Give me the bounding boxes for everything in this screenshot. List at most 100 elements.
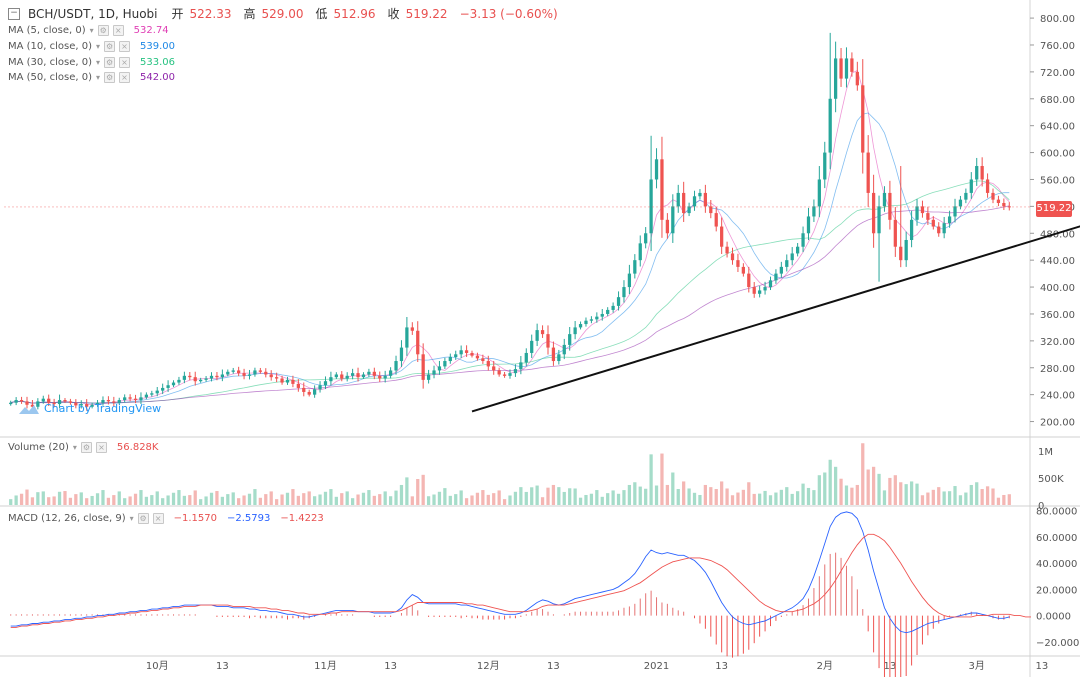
candle-body <box>551 347 556 362</box>
chevron-down-icon[interactable]: ▾ <box>129 514 134 523</box>
volume-legend[interactable]: Volume (20) ▾ ⚙ × 56.828K <box>8 442 158 453</box>
volume-bar <box>920 495 925 505</box>
gear-icon[interactable]: ⚙ <box>104 72 116 83</box>
chevron-down-icon[interactable]: ▾ <box>96 58 101 67</box>
candle <box>1002 198 1006 211</box>
candle <box>492 360 496 375</box>
ma50-legend[interactable]: MA (50, close, 0) ▾ ⚙ × 542.00 <box>8 72 175 83</box>
ma30-label: MA (30, close, 0) <box>8 57 93 68</box>
volume-bar <box>443 488 447 505</box>
x-tick-label: 13 <box>1035 661 1048 672</box>
candle-body <box>323 381 328 386</box>
volume-bar <box>519 487 523 505</box>
candle-body <box>454 354 458 357</box>
candle-body <box>307 391 311 395</box>
macd-tick-label: 20.0000 <box>1036 585 1077 596</box>
candle <box>421 343 425 389</box>
candle-body <box>47 398 51 403</box>
candle-body <box>747 273 751 288</box>
candle-body <box>394 361 398 371</box>
candle-body <box>258 370 262 372</box>
candle <box>231 367 235 374</box>
price-tick-label: 560.00 <box>1040 175 1075 186</box>
close-icon[interactable]: × <box>119 57 131 68</box>
macd-legend[interactable]: MACD (12, 26, close, 9) ▾ ⚙ × −1.1570 −2.5… <box>8 513 324 524</box>
close-icon[interactable]: × <box>152 513 164 524</box>
candle <box>36 398 40 410</box>
volume-bar <box>296 495 300 505</box>
candle <box>405 316 409 356</box>
candle <box>367 368 371 377</box>
candle <box>638 235 642 267</box>
candle-body <box>199 379 203 382</box>
gear-icon[interactable]: ⚙ <box>97 25 109 36</box>
volume-bar <box>36 492 40 505</box>
volume-bar <box>530 487 534 505</box>
gear-icon[interactable]: ⚙ <box>80 442 92 453</box>
close-icon[interactable]: × <box>112 25 124 36</box>
chevron-down-icon[interactable]: ▾ <box>72 443 77 452</box>
volume-bar <box>150 495 154 505</box>
ma30-legend[interactable]: MA (30, close, 0) ▾ ⚙ × 533.06 <box>8 57 175 68</box>
candle <box>964 188 968 204</box>
candle <box>909 210 914 248</box>
candle-body <box>361 374 366 378</box>
candle <box>855 61 859 91</box>
candle-body <box>432 370 436 375</box>
candle <box>242 368 246 380</box>
candle-body <box>806 216 811 234</box>
candle <box>893 207 897 257</box>
volume-bar <box>231 492 235 505</box>
volume-bar <box>209 492 214 505</box>
ma5-label: MA (5, close, 0) <box>8 25 86 36</box>
collapse-icon[interactable]: − <box>8 7 20 20</box>
candle-body <box>812 206 816 217</box>
candle <box>752 282 756 298</box>
tradingview-watermark[interactable]: Chart by TradingView <box>18 402 161 415</box>
chevron-down-icon[interactable]: ▾ <box>96 42 101 51</box>
volume-bar <box>796 491 800 505</box>
macd-tick-label: −20.0000 <box>1036 638 1080 649</box>
volume-bar <box>790 493 794 505</box>
close-value: 519.22 <box>405 6 448 21</box>
candle <box>687 202 691 217</box>
candle-body <box>275 377 279 379</box>
candle-body <box>85 404 89 407</box>
candle-body <box>644 233 648 244</box>
candle <box>779 261 783 278</box>
volume-bar <box>19 493 24 505</box>
candle <box>796 243 800 257</box>
volume-tick-label: 1M <box>1038 447 1053 458</box>
ma5-legend[interactable]: MA (5, close, 0) ▾ ⚙ × 532.74 <box>8 25 169 36</box>
candle-body <box>823 152 827 180</box>
price-tick-label: 640.00 <box>1040 122 1075 133</box>
chevron-down-icon[interactable]: ▾ <box>89 26 94 35</box>
volume-bar <box>410 496 414 505</box>
candle <box>112 396 116 407</box>
candle-body <box>600 313 604 317</box>
gear-icon[interactable]: ⚙ <box>137 513 149 524</box>
chevron-down-icon[interactable]: ▾ <box>96 73 101 82</box>
close-icon[interactable]: × <box>119 41 131 52</box>
candle-body <box>14 400 18 403</box>
candle-body <box>106 400 111 402</box>
low-label: 低 <box>315 7 328 21</box>
volume-bar <box>340 493 344 505</box>
candle-body <box>785 260 789 267</box>
volume-bar <box>861 443 865 505</box>
candle <box>101 396 105 406</box>
gear-icon[interactable]: ⚙ <box>104 41 116 52</box>
volume-bar <box>682 481 686 505</box>
candle <box>866 135 870 207</box>
candle-body <box>19 400 24 402</box>
close-icon[interactable]: × <box>95 442 107 453</box>
candle <box>106 396 111 405</box>
gear-icon[interactable]: ⚙ <box>104 57 116 68</box>
volume-bar <box>611 490 615 505</box>
ma10-legend[interactable]: MA (10, close, 0) ▾ ⚙ × 539.00 <box>8 41 175 52</box>
candle-body <box>801 233 805 247</box>
volume-bar <box>616 493 621 505</box>
close-icon[interactable]: × <box>119 72 131 83</box>
candle-body <box>871 192 876 234</box>
volume-bar <box>839 478 843 505</box>
